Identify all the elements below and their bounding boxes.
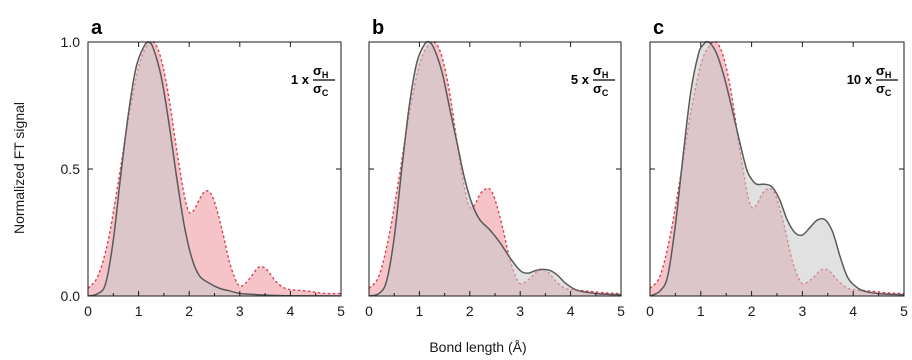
annotation-numerator-sub: H xyxy=(885,70,892,80)
x-tick-label-a-1: 1 xyxy=(135,303,143,319)
y-tick-label-1: 1.0 xyxy=(61,34,81,50)
panel-letter-a: a xyxy=(91,17,103,39)
x-tick-label-c-0: 0 xyxy=(646,303,654,319)
panel-letter-b: b xyxy=(372,17,384,39)
annotation-numerator: σH xyxy=(876,63,891,80)
x-tick-label-b-1: 1 xyxy=(416,303,424,319)
panel-c-gray-area xyxy=(650,41,904,296)
panel-a-gray-area xyxy=(88,41,341,296)
annotation-denominator: σC xyxy=(876,81,892,98)
x-tick-label-b-2: 2 xyxy=(466,303,474,319)
x-tick-label-a-2: 2 xyxy=(185,303,193,319)
x-tick-label-c-2: 2 xyxy=(748,303,756,319)
panel-a-red-line xyxy=(88,40,341,295)
annotation-factor: 1 x xyxy=(291,72,310,87)
panel-letter-c: c xyxy=(653,17,664,39)
x-tick-label-c-4: 4 xyxy=(849,303,857,319)
annotation-denominator-sub: C xyxy=(322,88,329,98)
annotation-factor: 10 x xyxy=(847,72,873,87)
panel-a-plot xyxy=(88,40,341,296)
x-tick-label-a-4: 4 xyxy=(287,303,295,319)
panel-a-gray-line xyxy=(88,41,341,296)
annotation-denominator: σC xyxy=(593,81,609,98)
x-tick-label-b-4: 4 xyxy=(567,303,575,319)
y-tick-label-0: 0.0 xyxy=(61,288,81,304)
x-tick-label-b-0: 0 xyxy=(365,303,373,319)
annotation-numerator-sub: H xyxy=(322,70,329,80)
panel-c-plot xyxy=(650,40,904,296)
x-tick-label-c-5: 5 xyxy=(900,303,908,319)
annotation-numerator: σH xyxy=(313,63,328,80)
panel-c-gray-line xyxy=(650,40,904,296)
x-tick-label-b-5: 5 xyxy=(617,303,625,319)
x-tick-label-a-3: 3 xyxy=(236,303,244,319)
annotation-denominator-sub: C xyxy=(885,88,892,98)
annotation-denominator-sub: C xyxy=(602,88,609,98)
y-axis-title: Normalized FT signal xyxy=(11,102,27,234)
y-tick-label-0.5: 0.5 xyxy=(61,161,81,177)
annotation-denominator: σC xyxy=(313,81,329,98)
panel-b-gray-line xyxy=(369,40,621,296)
x-tick-label-c-3: 3 xyxy=(799,303,807,319)
x-tick-label-b-3: 3 xyxy=(516,303,524,319)
panel-b-plot xyxy=(369,40,621,296)
x-tick-label-a-5: 5 xyxy=(337,303,345,319)
x-axis-title: Bond length (Å) xyxy=(429,339,526,355)
x-tick-label-a-0: 0 xyxy=(84,303,92,319)
annotation-numerator-sub: H xyxy=(602,70,609,80)
annotation-factor: 5 x xyxy=(571,72,590,87)
x-tick-label-c-1: 1 xyxy=(697,303,705,319)
panel-b-gray-area xyxy=(369,41,621,296)
annotation-numerator: σH xyxy=(593,63,608,80)
